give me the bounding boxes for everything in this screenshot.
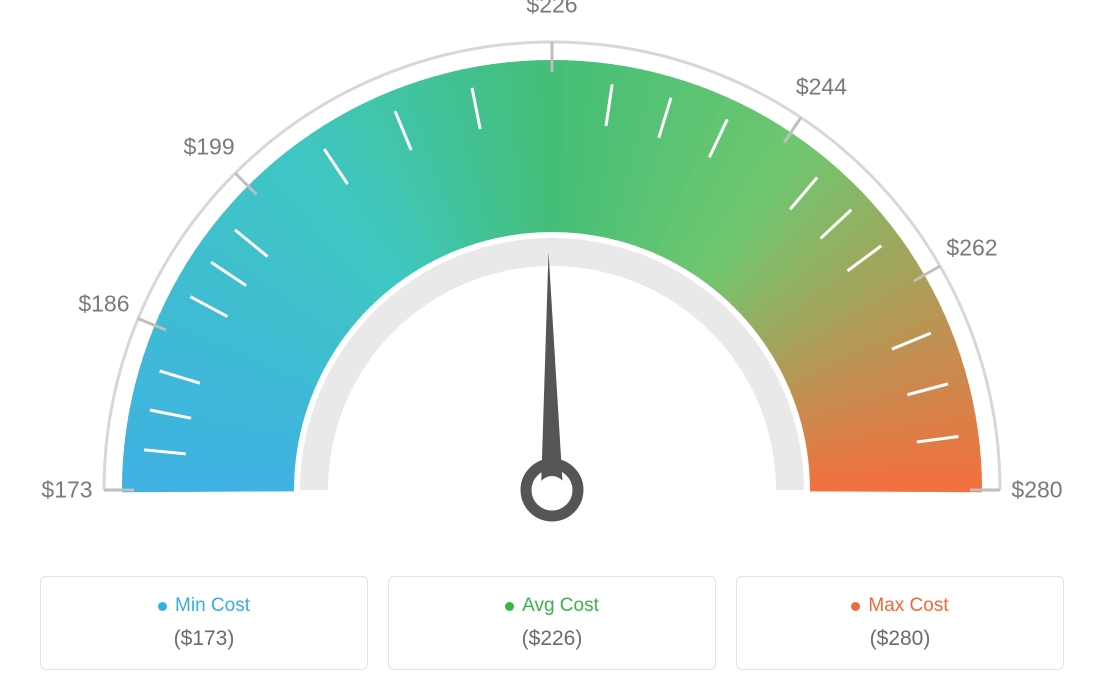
legend-dot-min <box>158 602 167 611</box>
tick-label: $244 <box>796 73 847 100</box>
tick-label: $199 <box>183 134 234 161</box>
legend-value-min: ($173) <box>51 627 357 651</box>
legend-dot-max <box>851 602 860 611</box>
legend-label-max: Max Cost <box>868 595 948 617</box>
legend-card-avg: Avg Cost ($226) <box>388 576 716 670</box>
legend-title-min: Min Cost <box>158 595 250 617</box>
legend-card-min: Min Cost ($173) <box>40 576 368 670</box>
tick-label: $280 <box>1011 477 1062 504</box>
legend-value-max: ($280) <box>747 627 1053 651</box>
legend-title-max: Max Cost <box>851 595 948 617</box>
tick-label: $173 <box>41 477 92 504</box>
cost-gauge-container: $173 $186 $199 $226 $244 $262 $280 Min Cost ($… <box>0 0 1104 690</box>
legend-row: Min Cost ($173) Avg Cost ($226) Max Cost… <box>0 576 1104 670</box>
tick-label: $262 <box>946 234 997 261</box>
legend-label-avg: Avg Cost <box>522 595 599 617</box>
tick-label: $226 <box>526 0 577 19</box>
gauge-needle <box>541 252 563 490</box>
legend-value-avg: ($226) <box>399 627 705 651</box>
legend-dot-avg <box>505 602 514 611</box>
tick-label: $186 <box>78 291 129 318</box>
gauge-svg <box>0 0 1104 560</box>
legend-label-min: Min Cost <box>175 595 250 617</box>
legend-title-avg: Avg Cost <box>505 595 599 617</box>
legend-card-max: Max Cost ($280) <box>736 576 1064 670</box>
gauge-chart: $173 $186 $199 $226 $244 $262 $280 <box>0 0 1104 560</box>
